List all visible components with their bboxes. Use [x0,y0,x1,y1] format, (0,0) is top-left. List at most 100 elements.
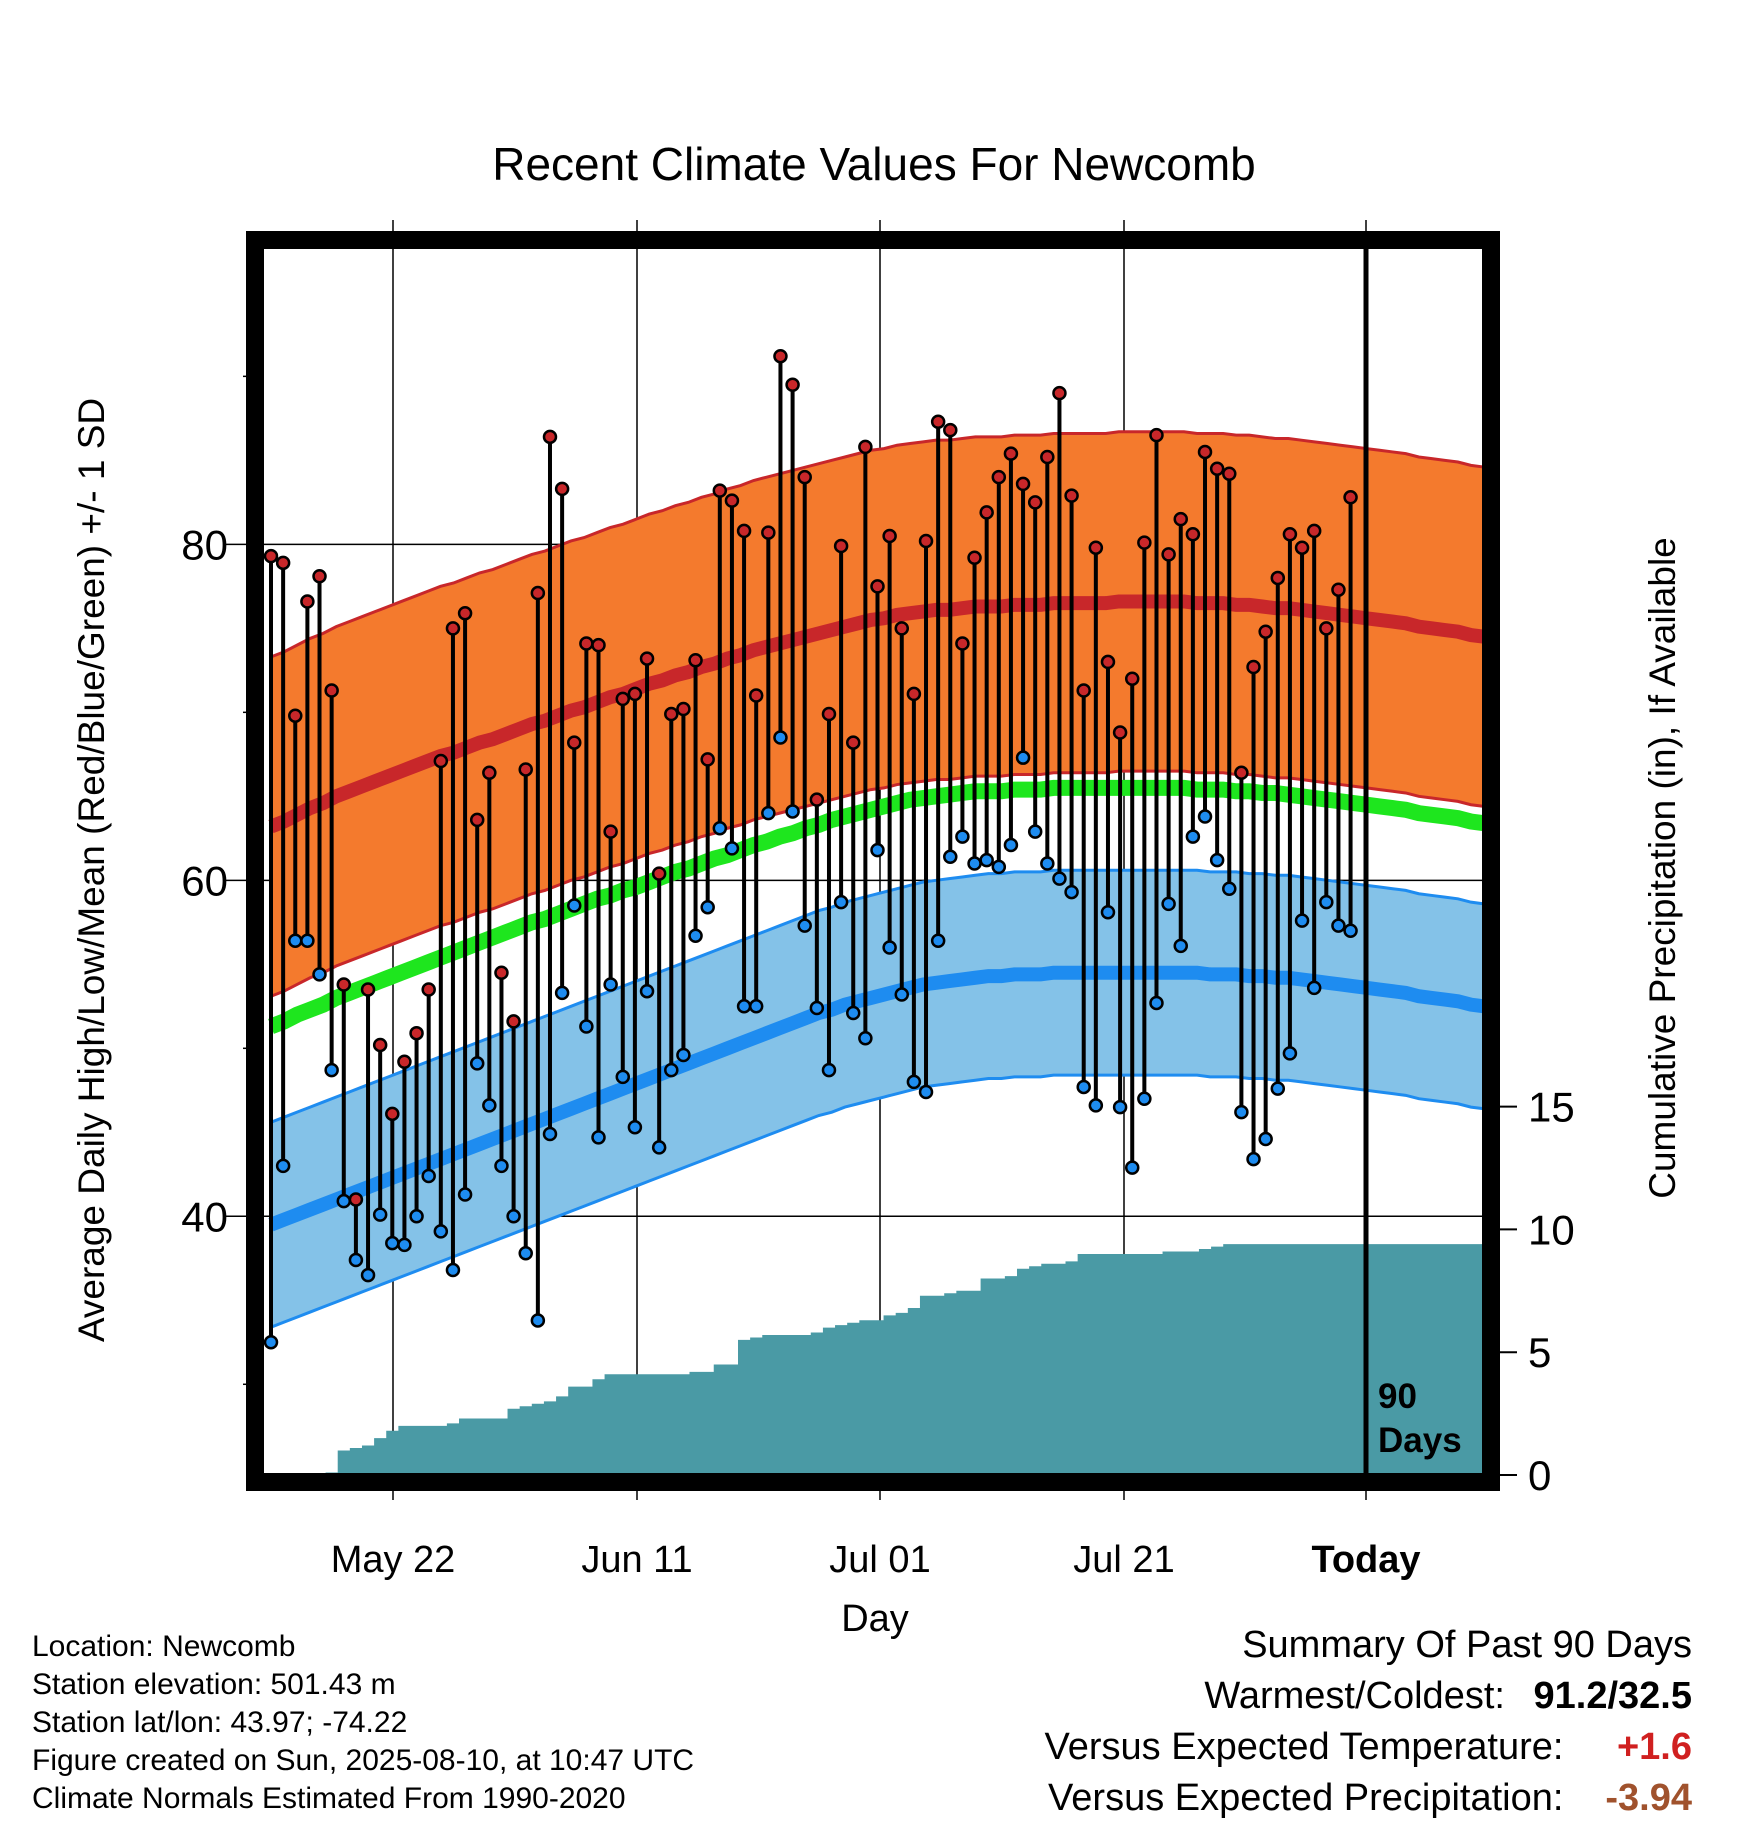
daily-high-point-17 [469,812,485,828]
daily-low-point-16 [457,1187,473,1202]
precip-tick-label-3: 15 [1528,1084,1575,1131]
daily-low-point-53 [906,1074,922,1090]
daily-low-point-23 [542,1126,558,1142]
daily-low-point-88 [1331,918,1346,933]
x-tick-label-2: Jul 01 [829,1539,930,1581]
daily-high-point-52 [894,621,910,636]
daily-high-point-10 [385,1106,400,1122]
daily-low-point-19 [494,1158,509,1174]
daily-high-point-29 [615,691,631,707]
daily-low-point-61 [1003,837,1019,853]
daily-low-point-28 [603,977,618,992]
daily-low-point-21 [518,1246,533,1261]
x-axis-label: Day [841,1598,909,1640]
daily-low-point-58 [967,856,982,871]
daily-high-point-89 [1343,490,1358,505]
daily-high-point-39 [736,523,752,539]
daily-high-point-47 [833,538,849,554]
daily-high-point-4 [312,569,327,584]
daily-low-point-15 [445,1262,461,1278]
daily-high-point-6 [336,977,352,992]
daily-high-point-49 [858,439,873,455]
low-band-lower-edge [270,1073,1485,1329]
daily-high-point-79 [1222,466,1237,482]
daily-low-point-87 [1319,894,1334,910]
daily-high-point-18 [482,765,497,781]
daily-high-point-36 [700,752,715,767]
daily-low-point-12 [409,1209,424,1224]
daily-low-point-47 [833,894,849,910]
daily-low-point-24 [554,985,570,1001]
normal-low-line [268,965,1485,1232]
daily-high-point-19 [494,965,509,980]
daily-high-point-14 [433,753,449,769]
daily-low-point-27 [591,1130,606,1145]
daily-low-point-70 [1112,1099,1128,1115]
daily-high-point-83 [1270,570,1286,586]
daily-low-point-77 [1197,809,1213,824]
daily-high-point-9 [372,1037,388,1053]
daily-low-point-5 [324,1062,339,1078]
daily-high-point-42 [773,348,788,364]
daily-low-point-59 [979,852,994,868]
daily-low-point-7 [348,1252,364,1268]
daily-high-point-1 [275,555,291,571]
daily-high-point-22 [530,585,546,601]
daily-high-point-16 [457,605,473,621]
precip-area-group [264,1244,1484,1475]
daily-high-point-31 [639,651,655,666]
daily-low-point-65 [1052,871,1067,886]
y-tick-label-1: 60 [181,857,228,904]
normals-text: Climate Normals Estimated From 1990-2020 [32,1782,626,1815]
temp-label: Versus Expected Temperature: [1044,1726,1564,1768]
daily-low-point-66 [1064,884,1079,900]
daily-high-point-72 [1137,535,1152,550]
daily-low-point-86 [1306,980,1322,996]
daily-low-point-89 [1343,923,1358,938]
daily-low-point-79 [1222,881,1237,896]
daily-high-point-2 [288,708,303,723]
x-tick-label-1: Jun 11 [581,1539,692,1581]
daily-low-point-80 [1234,1104,1249,1120]
daily-low-point-33 [664,1062,679,1078]
precip-value: -3.94 [1605,1777,1692,1819]
days-label-line1: 90 [1378,1377,1417,1416]
temp-row: Versus Expected Temperature: +1.6 [1045,1722,1692,1773]
y-axis-label-left: Average Daily High/Low/Mean (Red/Blue/Gr… [71,398,112,1342]
daily-low-point-51 [882,940,897,955]
days-label-line2: Days [1378,1421,1462,1460]
daily-high-point-75 [1173,511,1188,527]
x-tick-label-3: Jul 21 [1073,1539,1174,1581]
chart-title: Recent Climate Values For Newcomb [492,138,1256,190]
daily-high-point-53 [906,686,922,702]
daily-low-point-43 [785,804,800,819]
daily-high-point-25 [567,735,582,750]
daily-low-point-44 [797,918,812,933]
daily-low-point-11 [397,1237,412,1253]
daily-low-point-14 [433,1224,449,1239]
warm-cold-row: Warmest/Coldest: 91.2/32.5 [1045,1671,1692,1722]
daily-high-point-46 [821,706,837,722]
daily-low-point-55 [930,933,946,949]
daily-low-point-52 [894,987,910,1002]
low-sd-band [271,870,1484,1328]
daily-high-point-41 [761,525,776,540]
daily-low-point-42 [773,730,788,745]
daily-high-point-80 [1234,765,1249,781]
daily-high-point-12 [409,1025,424,1041]
daily-low-point-32 [651,1140,667,1155]
daily-low-point-9 [372,1207,388,1222]
daily-low-point-6 [336,1193,352,1209]
high-band-upper-edge [270,430,1485,659]
daily-low-point-54 [918,1084,934,1100]
daily-low-point-81 [1246,1151,1261,1167]
daily-high-point-0 [263,548,279,564]
daily-high-point-27 [591,637,606,653]
daily-high-point-48 [845,735,861,750]
daily-low-point-84 [1282,1046,1298,1061]
daily-high-point-3 [300,594,315,609]
daily-high-point-84 [1282,527,1298,542]
daily-low-point-4 [312,967,327,982]
daily-low-point-75 [1173,938,1188,954]
daily-low-point-48 [845,1005,861,1021]
